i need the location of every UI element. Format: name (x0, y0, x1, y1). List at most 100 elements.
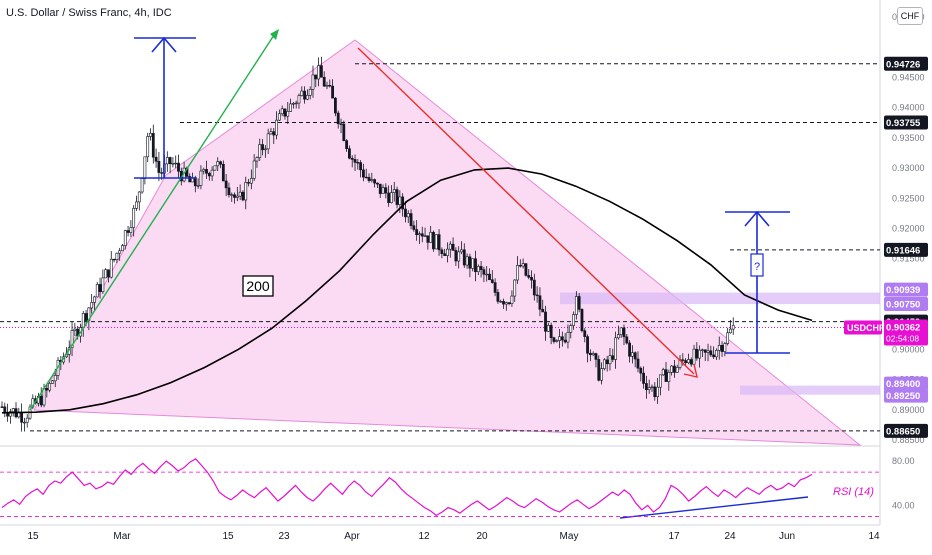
time-tick-6[interactable]: 20 (476, 531, 488, 542)
candle-body (616, 334, 620, 339)
rsi-line[interactable] (1, 458, 813, 517)
candle-body (263, 148, 267, 151)
candle-body (235, 195, 239, 198)
candle-body (701, 349, 704, 351)
time-tick-8[interactable]: 17 (668, 531, 680, 542)
candle-body (558, 336, 561, 341)
candle-body (664, 369, 668, 382)
candle-body (588, 352, 592, 356)
candle-body (275, 119, 278, 136)
candle-body (160, 172, 164, 174)
price-tick-11[interactable]: 0.88500 (892, 435, 925, 445)
price-tick-10[interactable]: 0.89000 (892, 405, 925, 415)
label-94726: 0.94726 (886, 59, 920, 70)
rsi-pane[interactable]: 80.00 40.00 (0, 456, 915, 517)
currency-badge[interactable]: CHF (897, 7, 923, 25)
time-tick-0[interactable]: 15 (27, 531, 39, 542)
candle-body (415, 229, 419, 236)
candle-body (376, 182, 379, 185)
price-tick-7[interactable]: 0.91500 (892, 254, 925, 264)
candle-body (350, 157, 354, 160)
candle-body (308, 89, 312, 96)
price-zones (560, 292, 880, 395)
price-tick-4[interactable]: 0.93000 (892, 163, 925, 173)
candle-body (717, 345, 721, 351)
candle-body (196, 185, 200, 187)
candle-body (493, 282, 497, 293)
price-tick-8[interactable]: 0.90000 (892, 344, 925, 354)
candle-body (367, 177, 371, 181)
horizontal-levels[interactable] (0, 63, 880, 432)
candle-body (611, 355, 615, 360)
time-tick-10[interactable]: Jun (779, 531, 795, 542)
label-89400: 0.89400 (886, 379, 920, 390)
trend-lines[interactable] (29, 29, 809, 519)
candle-body (384, 187, 388, 194)
time-axis[interactable]: 15 Mar 15 23 Apr 12 20 May 17 24 Jun 14 (27, 531, 880, 542)
candle-body (294, 102, 298, 105)
candle-body (255, 157, 259, 162)
candle-body (418, 233, 421, 236)
label-90939-bg (884, 282, 928, 297)
candle-body (188, 176, 192, 183)
candle-body (11, 408, 15, 412)
price-tick-6[interactable]: 0.92000 (892, 224, 925, 234)
green-arrowhead (270, 29, 279, 40)
question-label: ? (754, 261, 760, 273)
ma-200-line[interactable] (1, 167, 813, 414)
time-tick-11[interactable]: 14 (868, 531, 880, 542)
label-93755: 0.93755 (886, 118, 921, 129)
candle-body (98, 284, 102, 293)
candle-body (460, 249, 463, 253)
candle-body (193, 177, 197, 187)
time-tick-4[interactable]: Apr (344, 531, 360, 542)
time-tick-9[interactable]: 24 (724, 531, 736, 542)
candle-body (563, 339, 567, 343)
time-tick-1[interactable]: Mar (113, 531, 131, 542)
candle-body (348, 148, 351, 159)
time-tick-5[interactable]: 12 (418, 531, 430, 542)
price-tick-1[interactable]: 0.94500 (892, 72, 925, 82)
candle-body (252, 160, 256, 179)
candle-body (213, 165, 217, 171)
candle-body (135, 201, 138, 209)
candle-body (572, 314, 575, 326)
chart-title: U.S. Dollar / Swiss Franc, 4h, IDC (6, 7, 172, 19)
candle-body (392, 189, 396, 193)
rsi-tick-0[interactable]: 80.00 (892, 456, 915, 466)
candle-body (362, 169, 365, 178)
candle-body (230, 194, 234, 196)
price-tick-5[interactable]: 0.92500 (892, 193, 925, 203)
rsi-divergence-line[interactable] (619, 496, 809, 519)
candle-body (132, 208, 136, 228)
candle-body (681, 359, 685, 361)
price-tick-3[interactable]: 0.93500 (892, 133, 925, 143)
candle-body (303, 90, 306, 100)
candle-body (577, 296, 581, 310)
candle-body (644, 383, 648, 391)
candle-body (370, 179, 374, 181)
candle-body (434, 234, 438, 250)
candle-body (171, 163, 175, 165)
candle-body (409, 213, 413, 227)
candle-body (39, 395, 43, 406)
candle-body (423, 235, 427, 237)
label-93755-bg (884, 115, 928, 130)
time-tick-3[interactable]: 23 (278, 531, 290, 542)
rsi-tick-1[interactable]: 40.00 (892, 500, 915, 510)
green-trendline[interactable] (29, 31, 277, 411)
candle-body (429, 231, 433, 243)
candle-body (398, 196, 402, 205)
red-trendline[interactable] (357, 47, 695, 375)
candle-body (45, 388, 49, 391)
time-tick-2[interactable]: 15 (222, 531, 234, 542)
candle-body (687, 359, 690, 364)
measure-arrows[interactable] (134, 36, 790, 354)
label-89250: 0.89250 (886, 391, 920, 402)
time-tick-7[interactable]: May (560, 531, 579, 542)
moving-average-200[interactable] (1, 167, 813, 414)
candle-body (401, 196, 405, 210)
price-tick-2[interactable]: 0.94000 (892, 103, 925, 113)
